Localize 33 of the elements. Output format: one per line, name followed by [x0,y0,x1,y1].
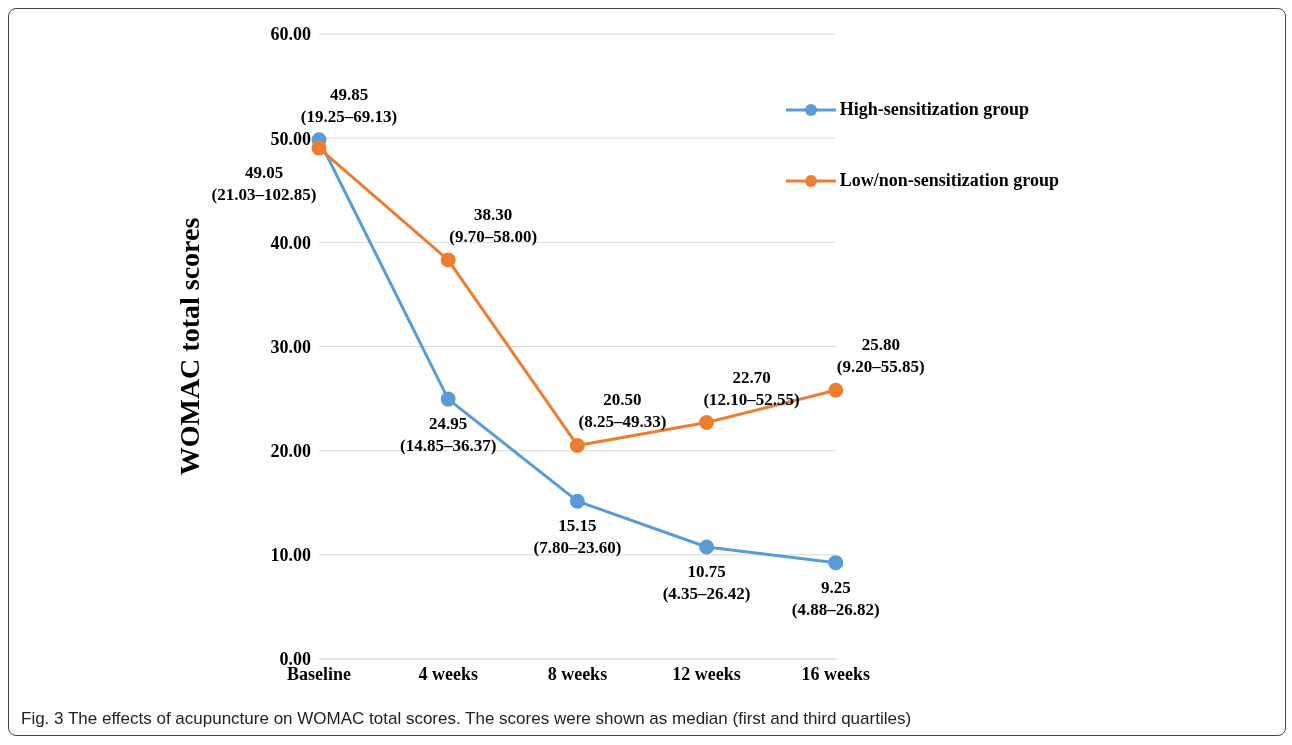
point [440,252,456,268]
x-tick-label: 16 weeks [801,663,871,684]
legend-label: Low/non-sensitization group [839,170,1059,191]
legend-label: High-sensitization group [839,99,1029,120]
y-tick-label: 50.00 [270,128,311,149]
data-label: 24.95 (14.85–36.37) [400,414,497,456]
y-tick-label: 60.00 [270,24,311,45]
data-label: 49.85 (19.25–69.13) [300,84,398,126]
y-axis-title: WOMAC total scores [173,217,205,476]
point [440,391,456,407]
data-label: 25.80 (9.20–55.85) [836,335,925,377]
point [828,555,844,571]
x-tick-label: 4 weeks [418,663,478,684]
data-label: 38.30 (9.70–58.00) [449,205,538,247]
x-tick-label: 12 weeks [672,663,741,684]
y-tick-label: 10.00 [270,545,311,566]
data-label: 9.25 (4.88–26.82) [791,577,880,619]
x-tick-label: 8 weeks [547,663,608,684]
y-tick-label: 40.00 [270,232,311,253]
data-label: 22.70 (12.10–52.55) [703,367,800,409]
caption: Fig. 3 The effects of acupuncture on WOMAC total scores. The scores were shown as median (first and third quartiles) [20,709,913,730]
point [311,140,327,156]
data-label: 15.15 (7.80–23.60) [533,516,622,558]
data-label: 49.05 (21.03–102.85) [211,163,317,205]
point [569,493,585,509]
y-tick-label: 30.00 [270,336,311,357]
point [699,539,715,555]
y-tick-label: 20.00 [270,441,311,462]
data-label: 20.50 (8.25–49.33) [578,390,667,432]
point [699,415,715,431]
data-label: 10.75 (4.35–26.42) [662,562,751,604]
point [828,382,844,398]
point [569,437,585,453]
